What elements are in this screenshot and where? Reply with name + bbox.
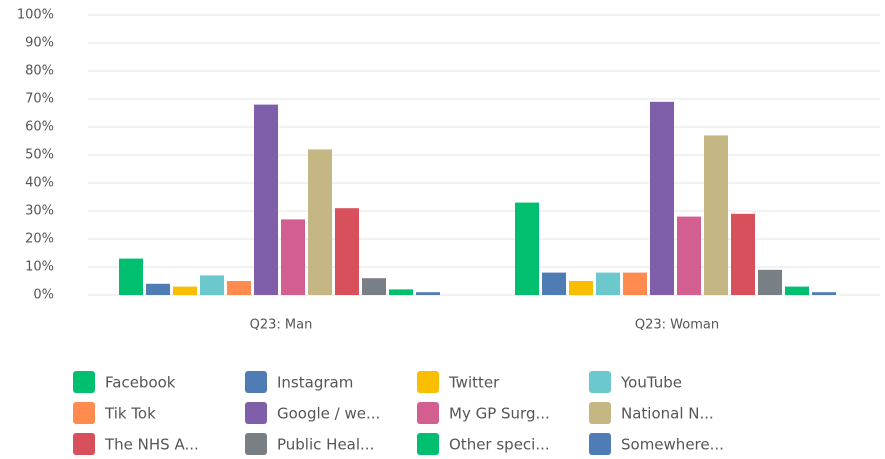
legend-swatch[interactable] bbox=[417, 402, 439, 424]
y-tick-label: 50% bbox=[25, 148, 54, 163]
legend-label[interactable]: Instagram bbox=[277, 374, 353, 392]
x-tick-label: Q23: Man bbox=[250, 318, 313, 333]
bar bbox=[254, 104, 278, 295]
legend-label[interactable]: Facebook bbox=[105, 374, 176, 392]
y-tick-label: 30% bbox=[25, 204, 54, 219]
bar bbox=[362, 278, 386, 295]
legend-label[interactable]: Somewhere... bbox=[621, 436, 724, 454]
y-tick-label: 60% bbox=[25, 120, 54, 135]
legend-label[interactable]: Tik Tok bbox=[104, 405, 156, 423]
bar bbox=[569, 281, 593, 295]
legend-swatch[interactable] bbox=[589, 371, 611, 393]
bar bbox=[416, 292, 440, 295]
legend-swatch[interactable] bbox=[417, 371, 439, 393]
legend-swatch[interactable] bbox=[245, 402, 267, 424]
legend-label[interactable]: The NHS A... bbox=[104, 436, 199, 454]
bar bbox=[200, 275, 224, 295]
legend-swatch[interactable] bbox=[73, 371, 95, 393]
legend-label[interactable]: My GP Surg... bbox=[449, 405, 550, 423]
y-tick-label: 90% bbox=[25, 36, 54, 51]
bar bbox=[731, 213, 755, 295]
legend-swatch[interactable] bbox=[589, 402, 611, 424]
bar bbox=[227, 281, 251, 295]
legend-label[interactable]: YouTube bbox=[620, 374, 682, 392]
y-tick-label: 100% bbox=[17, 8, 54, 23]
bar bbox=[308, 149, 332, 295]
bar bbox=[677, 216, 701, 295]
bar bbox=[650, 101, 674, 295]
bar bbox=[542, 272, 566, 295]
legend-label[interactable]: Other speci... bbox=[449, 436, 550, 454]
bar bbox=[515, 202, 539, 295]
bar bbox=[623, 272, 647, 295]
legend-label[interactable]: Public Heal... bbox=[277, 436, 374, 454]
bar bbox=[119, 258, 143, 295]
legend-label[interactable]: Twitter bbox=[448, 374, 500, 392]
bar bbox=[596, 272, 620, 295]
legend-label[interactable]: Google / we... bbox=[277, 405, 380, 423]
legend-swatch[interactable] bbox=[245, 433, 267, 455]
bar bbox=[758, 269, 782, 295]
bar bbox=[173, 286, 197, 295]
y-tick-label: 0% bbox=[33, 288, 54, 303]
bar bbox=[785, 286, 809, 295]
legend-swatch[interactable] bbox=[73, 402, 95, 424]
bar bbox=[281, 219, 305, 295]
y-tick-label: 20% bbox=[25, 232, 54, 247]
bar bbox=[389, 289, 413, 295]
legend-swatch[interactable] bbox=[417, 433, 439, 455]
legend-swatch[interactable] bbox=[245, 371, 267, 393]
legend-label[interactable]: National N... bbox=[621, 405, 714, 423]
legend-swatch[interactable] bbox=[589, 433, 611, 455]
y-tick-label: 10% bbox=[25, 260, 54, 275]
y-tick-label: 80% bbox=[25, 64, 54, 79]
y-tick-label: 40% bbox=[25, 176, 54, 191]
bar bbox=[704, 135, 728, 295]
legend-swatch[interactable] bbox=[73, 433, 95, 455]
bar bbox=[146, 283, 170, 295]
bar bbox=[812, 292, 836, 295]
bar bbox=[335, 208, 359, 295]
x-tick-label: Q23: Woman bbox=[635, 318, 719, 333]
y-tick-label: 70% bbox=[25, 92, 54, 107]
